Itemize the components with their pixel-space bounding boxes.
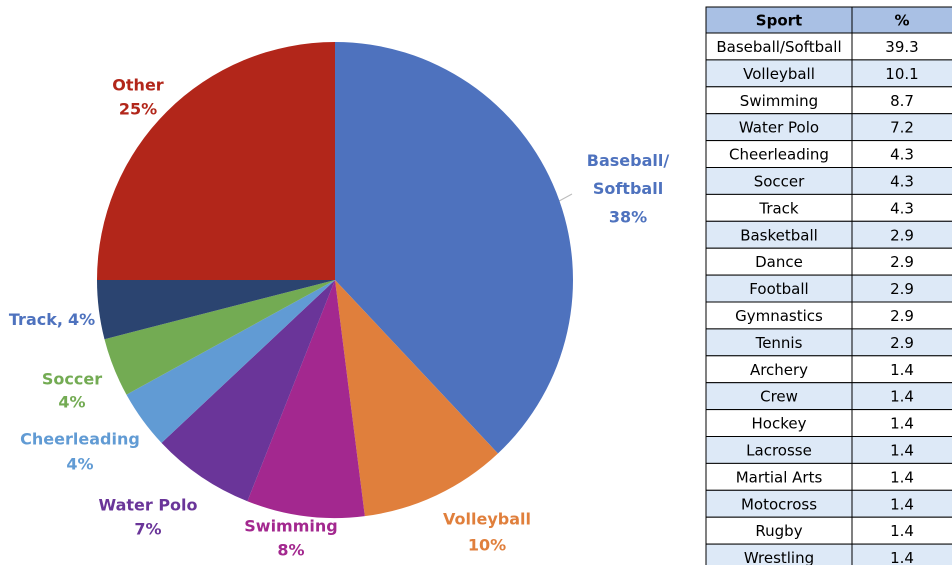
table-cell: 1.4 [890, 522, 914, 540]
table-cell: Archery [750, 361, 808, 379]
table-cell: 1.4 [890, 388, 914, 406]
slice-label: Water Polo [98, 496, 197, 515]
table-row-bg [705, 543, 952, 565]
slice-label: Other [112, 76, 163, 95]
slice-label: Swimming [244, 517, 337, 536]
table-cell: Motocross [741, 495, 817, 513]
table-header-bg [705, 6, 952, 34]
table-cell: 39.3 [885, 38, 918, 56]
table-cell: Hockey [752, 415, 807, 433]
pie-slice [126, 280, 335, 443]
table-cell: 4.3 [890, 172, 914, 190]
table-cell: Gymnastics [735, 307, 823, 325]
data-table: Sport % Baseball/Softball 39.3 Volleyball 10.… [705, 6, 952, 565]
table-cell: 1.4 [890, 441, 914, 459]
slice-value-label: 4% [58, 393, 85, 412]
table-row-bg [705, 328, 952, 357]
table-row-bg [705, 193, 952, 222]
pie-slice [335, 280, 498, 517]
table-cell: 7.2 [890, 119, 914, 137]
slice-label: Baseball/Softball [587, 151, 670, 198]
pie-slice [104, 280, 336, 395]
table-cell: Baseball/Softball [716, 38, 841, 56]
table-cell: 2.9 [890, 253, 914, 271]
table-row-bg [705, 355, 952, 384]
table-cell: Volleyball [743, 65, 815, 83]
table-cell: Football [749, 280, 808, 298]
table-row-bg [705, 462, 952, 491]
table-cell: Water Polo [739, 119, 819, 137]
table-row-bg [705, 220, 952, 249]
table-row-bg [705, 274, 952, 303]
slice-label-line: Baseball/ [587, 151, 670, 170]
table-cell: 8.7 [890, 92, 914, 110]
table-row-bg [705, 301, 952, 330]
table-cell: Tennis [755, 334, 803, 352]
slice-label-line: Softball [593, 179, 663, 198]
slice-value-label: 38% [609, 208, 647, 227]
table-cell: 1.4 [890, 549, 914, 565]
table-row-bg [705, 436, 952, 464]
table-row-bg [705, 32, 952, 61]
table-cell: Lacrosse [746, 441, 812, 459]
table-cell: Martial Arts [736, 468, 823, 486]
slice-name: Track, [9, 310, 63, 329]
table-cell: Cheerleading [729, 146, 829, 164]
slice-value-label: 4% [66, 455, 93, 474]
table-cell: Wrestling [744, 549, 814, 565]
table-row-bg [705, 167, 952, 195]
table-cell: Basketball [740, 226, 818, 244]
table-cell: 10.1 [885, 65, 918, 83]
table-cell: Track [758, 199, 799, 217]
slice-value-label: 4% [68, 310, 95, 329]
slice-value-label: 25% [119, 100, 157, 119]
table-cell: Soccer [754, 172, 805, 190]
table-cell: 2.9 [890, 226, 914, 244]
table-cell: 2.9 [890, 334, 914, 352]
slice-value-label: 8% [277, 541, 304, 560]
table-cell: Rugby [755, 522, 802, 540]
table-row-bg [705, 489, 952, 518]
table-row-bg [705, 86, 952, 115]
table-cell: 4.3 [890, 146, 914, 164]
table-row-bg [705, 516, 952, 545]
slice-label: Soccer [42, 370, 102, 389]
slice-value-label: 7% [134, 520, 161, 539]
table-cell: 1.4 [890, 495, 914, 513]
slice-value-label: 10% [468, 536, 506, 555]
table-row-bg [705, 59, 952, 88]
table-row-bg [705, 113, 952, 142]
pie-slice [97, 42, 335, 280]
table-cell: 2.9 [890, 307, 914, 325]
slice-label: Track, 4% [9, 310, 95, 329]
table-row-bg [705, 247, 952, 276]
table-cell: Crew [760, 388, 798, 406]
table-cell: 1.4 [890, 361, 914, 379]
table-row-bg [705, 382, 952, 411]
pie-slice [335, 42, 574, 454]
table-cell: 2.9 [890, 280, 914, 298]
table-header-cell: % [894, 12, 909, 30]
table-cell: Swimming [740, 92, 818, 110]
slice-label: Cheerleading [20, 430, 140, 449]
slice-label: Volleyball [443, 510, 531, 529]
pie-slice [161, 280, 335, 502]
table-header-cell: Sport [756, 12, 802, 30]
table-cell: Dance [755, 253, 803, 271]
pie-slice [97, 280, 335, 340]
table-row-bg [705, 409, 952, 438]
table-cell: 1.4 [890, 468, 914, 486]
pie-slice [247, 280, 365, 519]
table-cell: 1.4 [890, 415, 914, 433]
table-cell: 4.3 [890, 199, 914, 217]
